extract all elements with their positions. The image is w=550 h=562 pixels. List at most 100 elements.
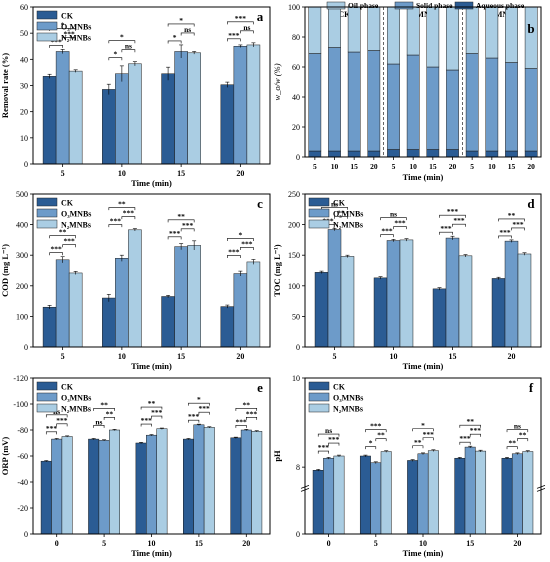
significance-label: *** (246, 409, 258, 418)
bar (323, 457, 335, 535)
bar-segment (387, 6, 400, 65)
x-axis-label: Time (min) (131, 548, 172, 558)
significance-bracket (188, 419, 200, 423)
significance-bracket (167, 23, 195, 27)
significance-bracket (321, 206, 348, 210)
significance-label: *** (64, 237, 76, 246)
x-tick-label: 15 (466, 539, 474, 548)
legend-entry: CK (61, 383, 74, 392)
legend-swatch (36, 392, 58, 402)
bar-segment (465, 6, 479, 54)
bar (128, 63, 142, 165)
significance-bracket (317, 433, 340, 437)
bar (161, 73, 175, 165)
group-label: O₃MNBs (408, 10, 438, 19)
significance-label: * (113, 50, 117, 59)
significance-label: ** (100, 400, 108, 409)
significance-bracket (393, 226, 407, 230)
significance-label: * (421, 421, 425, 430)
y-tick-label: 100 (288, 282, 300, 291)
significance-label: ** (377, 431, 385, 440)
bar (68, 70, 83, 165)
y-axis-label: Removal rate (%) (0, 53, 10, 118)
bar-segment (426, 66, 440, 150)
x-tick-label: 20 (513, 539, 521, 548)
bar (312, 470, 324, 535)
bar-segment (308, 6, 322, 54)
x-tick-label: 10 (118, 169, 126, 178)
x-axis-label: Time (min) (131, 361, 172, 371)
significance-label: *** (512, 220, 524, 229)
y-tick-label: 0 (296, 530, 300, 539)
significance-bracket (198, 411, 210, 415)
bar (233, 273, 248, 348)
bar (380, 451, 392, 535)
legend-entry: O₃MNBs (61, 210, 91, 219)
significance-label: * (369, 439, 373, 448)
bar-segment (524, 6, 538, 69)
bar-segment (347, 51, 361, 152)
bar (399, 239, 414, 348)
panel-b: 0 20 40 60 80 100 CK 5 10 15 20 O₃MNBs 5 10 15 20 N₂MNBs… (272, 1, 542, 182)
significance-label: *** (470, 426, 482, 435)
significance-label: *** (423, 430, 435, 439)
y-tick-label: 0 (24, 530, 28, 539)
y-tick-label: 50 (20, 29, 28, 38)
y-tick-label: -100 (13, 400, 28, 409)
bar-segment (387, 149, 400, 158)
significance-bracket (517, 438, 529, 442)
significance-label: *** (50, 37, 62, 46)
significance-label: ns (184, 25, 191, 34)
significance-bracket (188, 402, 210, 406)
significance-label: *** (123, 209, 135, 218)
significance-bracket (180, 228, 195, 232)
significance-bracket (240, 30, 254, 34)
panel-e: 0-20-40-60-80-100-1200***ns***5ns****10*… (0, 374, 271, 558)
legend-entry: CK (61, 199, 74, 208)
legend-entry: N₂MNBs (61, 221, 91, 230)
significance-label: *** (328, 435, 340, 444)
significance-label: * (120, 33, 124, 42)
legend-swatch (36, 403, 58, 413)
bar (68, 272, 83, 348)
significance-label: *** (394, 219, 406, 228)
bar (55, 259, 70, 348)
bar (61, 436, 73, 535)
legend-entry: Oil phase (348, 1, 379, 10)
y-tick-label: -40 (17, 478, 28, 487)
significance-label: * (197, 395, 201, 404)
y-tick-label: 0 (24, 160, 28, 169)
bar-segment (505, 150, 518, 158)
bar (475, 450, 487, 535)
significance-label: *** (241, 239, 253, 248)
bar (42, 306, 57, 348)
significance-bracket (412, 445, 424, 449)
significance-label: * (61, 20, 65, 29)
legend-swatch (36, 208, 58, 218)
bar-segment (308, 150, 322, 158)
bar-segment (387, 63, 400, 150)
bar (491, 278, 506, 348)
legend-swatch (454, 1, 474, 10)
bar (427, 450, 439, 535)
significance-label: *** (499, 228, 511, 237)
significance-label: * (239, 230, 243, 239)
plot-frame (32, 6, 271, 165)
significance-bracket (412, 428, 434, 432)
x-tick-label: 5 (333, 352, 337, 361)
bar (187, 245, 201, 348)
legend-entry: N₂MNBs (333, 221, 363, 230)
bar-segment (505, 6, 518, 63)
bar-segment (426, 149, 440, 158)
bar-segment (465, 150, 479, 158)
bar (115, 73, 129, 165)
y-axis-label: ORP (mV) (0, 437, 10, 476)
significance-bracket (108, 57, 123, 61)
significance-bracket (49, 45, 63, 48)
x-axis-label: Time (min) (403, 548, 444, 558)
bar (517, 253, 532, 348)
significance-bracket (45, 414, 68, 418)
bar (174, 51, 188, 165)
y-tick-label: 300 (16, 251, 28, 260)
significance-bracket (422, 437, 434, 441)
